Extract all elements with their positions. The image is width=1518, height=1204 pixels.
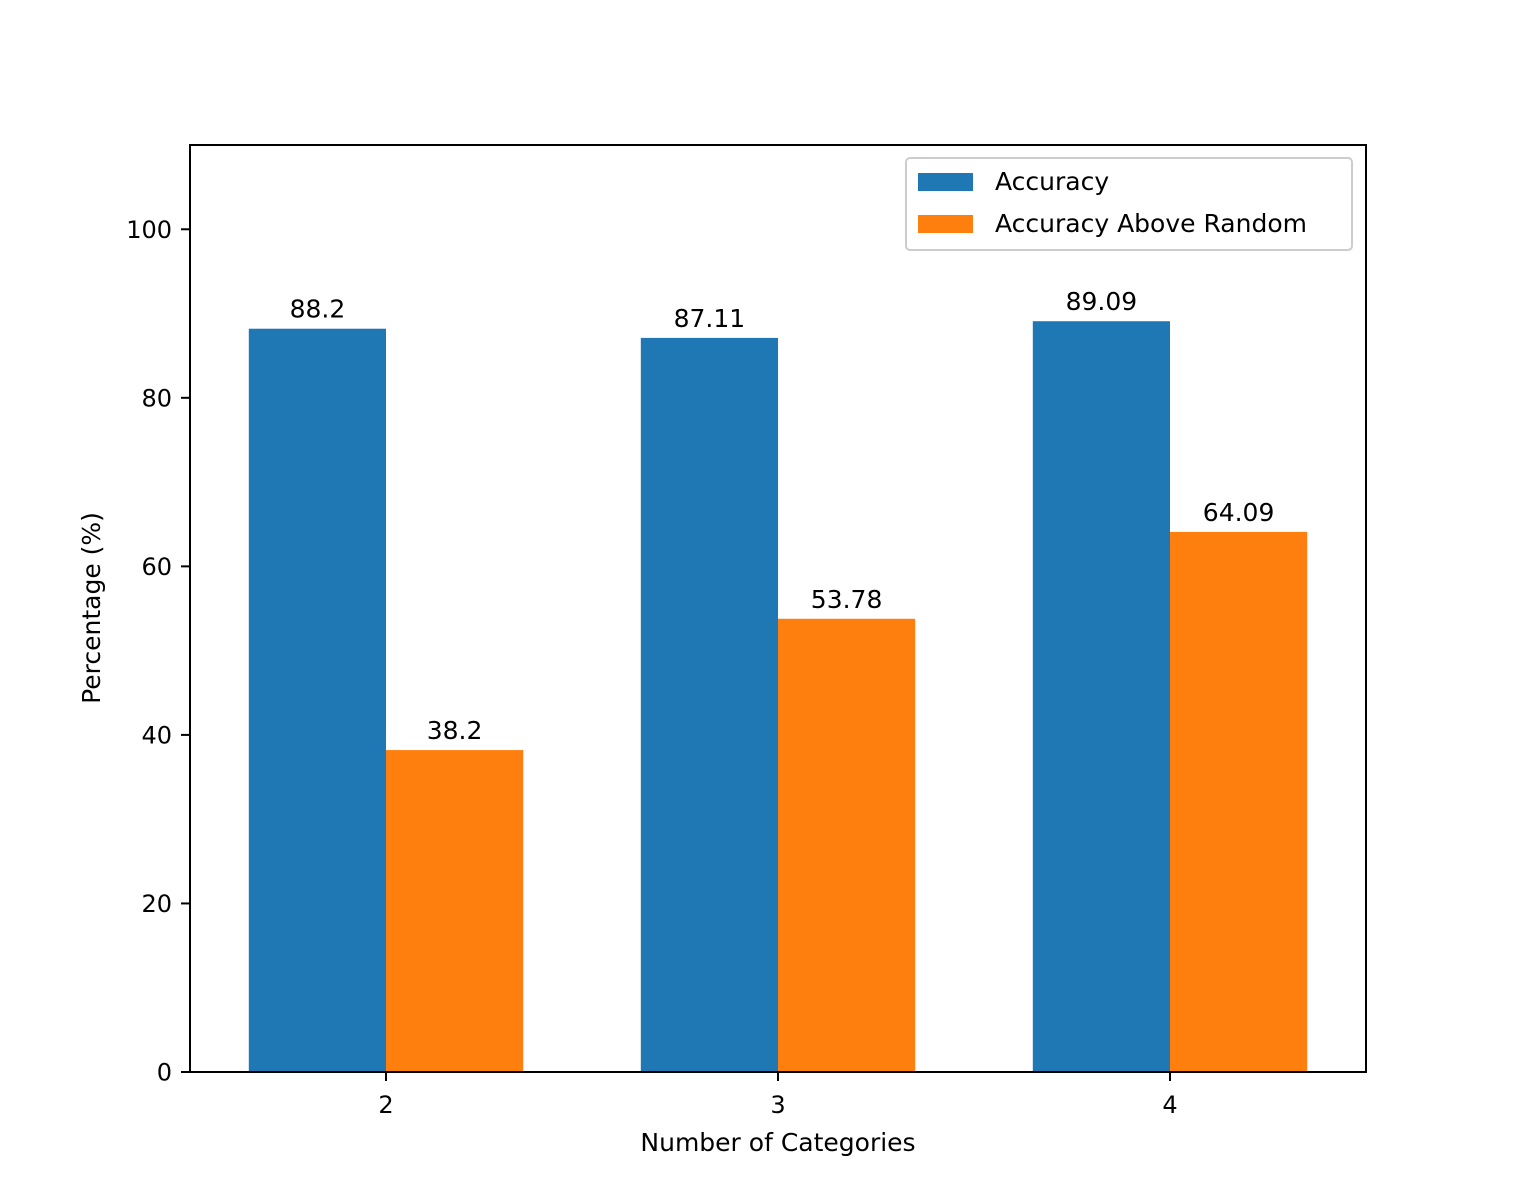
legend-label-accuracy-above-random: Accuracy Above Random <box>995 209 1307 238</box>
x-axis-ticks: 2 3 4 <box>378 1072 1178 1119</box>
x-tick-label-2: 2 <box>378 1091 393 1119</box>
y-tick-label-0: 0 <box>157 1059 172 1087</box>
y-tick-label-20: 20 <box>141 890 172 918</box>
bar-value-label-accuracy-above-random-2: 38.2 <box>427 716 483 745</box>
bar-accuracy-above-random-4 <box>1170 531 1308 1072</box>
x-tick-label-4: 4 <box>1162 1091 1177 1119</box>
bars-group <box>248 321 1308 1073</box>
y-axis-ticks: 0 20 40 60 80 100 <box>126 216 190 1087</box>
legend-swatch-accuracy <box>918 173 973 191</box>
bar-accuracy-3 <box>640 337 778 1072</box>
bar-value-label-accuracy-2: 88.2 <box>290 295 346 324</box>
bar-labels-group: 88.2 87.11 89.09 38.2 53.78 64.09 <box>290 287 1275 745</box>
y-tick-label-80: 80 <box>141 384 172 412</box>
bar-accuracy-above-random-3 <box>778 618 916 1072</box>
x-tick-label-3: 3 <box>770 1091 785 1119</box>
legend-box <box>905 157 1353 251</box>
bar-value-label-accuracy-3: 87.11 <box>674 304 746 333</box>
bar-accuracy-2 <box>248 328 386 1073</box>
bar-value-label-accuracy-4: 89.09 <box>1066 287 1138 316</box>
y-tick-label-100: 100 <box>126 216 172 244</box>
legend-swatch-accuracy-above-random <box>918 215 973 233</box>
x-axis-label: Number of Categories <box>640 1128 915 1157</box>
bar-accuracy-above-random-2 <box>386 750 524 1072</box>
bar-value-label-accuracy-above-random-3: 53.78 <box>811 585 883 614</box>
legend: Accuracy Accuracy Above Random <box>905 157 1353 251</box>
y-tick-label-60: 60 <box>141 553 172 581</box>
y-axis-label: Percentage (%) <box>77 512 106 704</box>
bar-accuracy-4 <box>1032 321 1170 1073</box>
legend-label-accuracy: Accuracy <box>995 167 1109 196</box>
y-tick-label-40: 40 <box>141 721 172 749</box>
bar-value-label-accuracy-above-random-4: 64.09 <box>1203 498 1275 527</box>
